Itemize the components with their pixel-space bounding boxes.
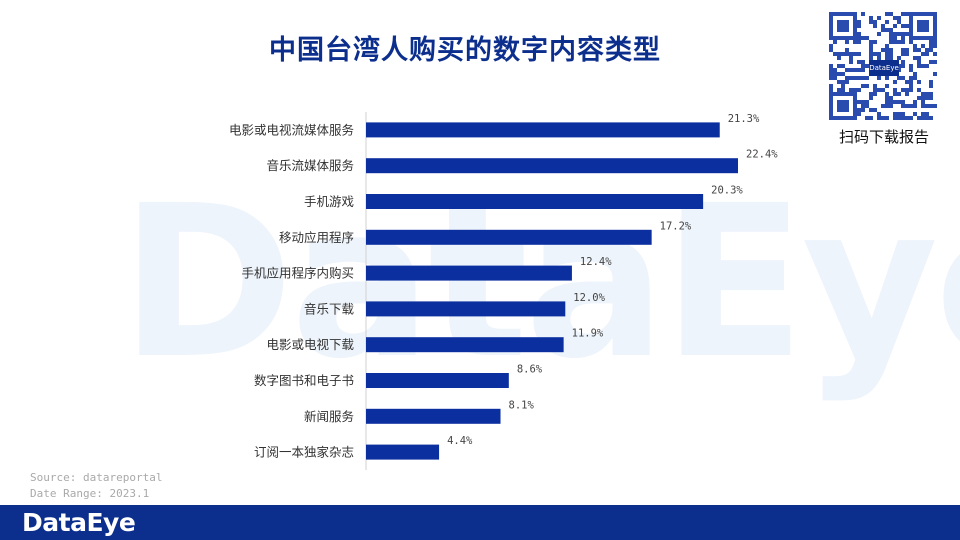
- value-label: 22.4%: [746, 149, 778, 161]
- qr-logo: DataEye: [869, 60, 899, 76]
- bar-chart: 电影或电视流媒体服务 21.3% 音乐流媒体服务 22.4% 手机游戏 20.3% 移动应用…: [229, 112, 778, 470]
- bar: [366, 265, 572, 281]
- value-label: 17.2%: [660, 220, 692, 232]
- value-label: 12.4%: [580, 256, 612, 268]
- category-label: 订阅一本独家杂志: [254, 445, 354, 460]
- value-label: 11.9%: [572, 328, 604, 340]
- category-label: 手机应用程序内购买: [241, 266, 354, 281]
- bar: [366, 373, 509, 388]
- value-label: 8.6%: [517, 364, 543, 376]
- bar: [366, 194, 704, 209]
- value-label: 4.4%: [447, 435, 473, 447]
- brand-logo: DataEye: [22, 508, 136, 537]
- category-label: 移动应用程序: [279, 230, 354, 245]
- category-label: 电影或电视下载: [266, 337, 354, 352]
- qr-caption: 扫码下载报告: [838, 128, 929, 146]
- category-label: 音乐流媒体服务: [266, 158, 354, 173]
- bar: [366, 158, 738, 174]
- source-line: Source: datareportal: [30, 471, 163, 484]
- category-label: 新闻服务: [304, 409, 354, 424]
- bar: [366, 408, 501, 424]
- value-label: 20.3%: [711, 185, 743, 197]
- qr-code[interactable]: DataEye: [829, 12, 937, 120]
- footer-bar: DataEye: [0, 505, 960, 540]
- chart-title: 中国台湾人购买的数字内容类型: [269, 35, 661, 66]
- value-label: 21.3%: [728, 113, 760, 125]
- value-label: 12.0%: [573, 292, 605, 304]
- value-label: 8.1%: [509, 399, 535, 411]
- category-label: 电影或电视流媒体服务: [229, 122, 354, 137]
- bar: [366, 229, 652, 245]
- category-label: 手机游戏: [304, 194, 354, 209]
- source-note: Source: datareportal Date Range: 2023.1: [30, 470, 162, 502]
- bar: [366, 301, 566, 317]
- category-label: 数字图书和电子书: [254, 373, 354, 388]
- date-range-line: Date Range: 2023.1: [30, 487, 150, 500]
- bar: [366, 337, 564, 353]
- bar: [366, 122, 720, 138]
- category-label: 音乐下载: [304, 301, 355, 316]
- bar: [366, 444, 440, 460]
